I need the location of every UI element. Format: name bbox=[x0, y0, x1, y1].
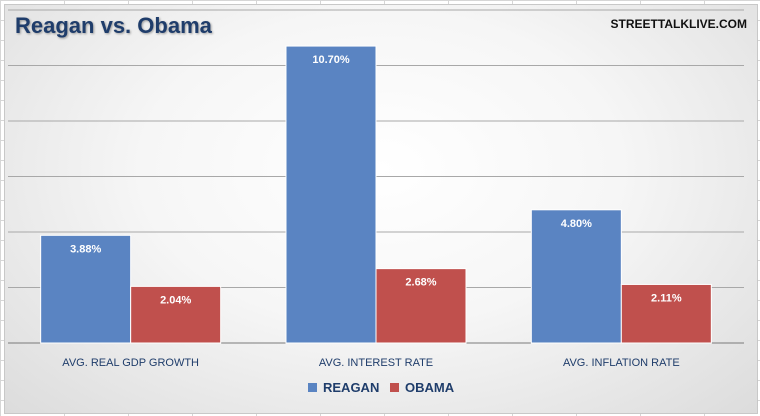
data-label-reagan-2: 10.70% bbox=[312, 54, 350, 66]
data-label-obama-2: 2.68% bbox=[405, 277, 436, 289]
source-label: STREETTALKLIVE.COM bbox=[610, 17, 747, 31]
bar-reagan-2 bbox=[285, 45, 377, 344]
bar-reagan-3 bbox=[530, 209, 622, 344]
bar-obama-1 bbox=[130, 285, 222, 344]
chart-area[interactable]: Reagan vs. Obama STREETTALKLIVE.COM bbox=[4, 4, 758, 414]
legend-swatch-reagan bbox=[308, 383, 317, 392]
data-label-obama-3: 2.11% bbox=[651, 292, 682, 304]
x-tick-label-2: AVG. INTEREST RATE bbox=[319, 357, 433, 369]
x-tick-label-3: AVG. INFLATION RATE bbox=[563, 357, 680, 369]
bar-reagan-1 bbox=[40, 234, 132, 344]
data-label-reagan-1: 3.88% bbox=[70, 243, 101, 255]
legend-label-reagan: REAGAN bbox=[323, 380, 379, 395]
data-label-obama-1: 2.04% bbox=[160, 294, 191, 306]
bar-obama-2 bbox=[375, 268, 467, 344]
legend-swatch-obama bbox=[390, 383, 399, 392]
legend-label-obama: OBAMA bbox=[405, 380, 455, 395]
chart-title: Reagan vs. Obama bbox=[15, 13, 212, 38]
x-tick-label-1: AVG. REAL GDP GROWTH bbox=[62, 357, 199, 369]
data-label-reagan-3: 4.80% bbox=[561, 218, 592, 230]
bar-obama-3 bbox=[620, 283, 712, 344]
